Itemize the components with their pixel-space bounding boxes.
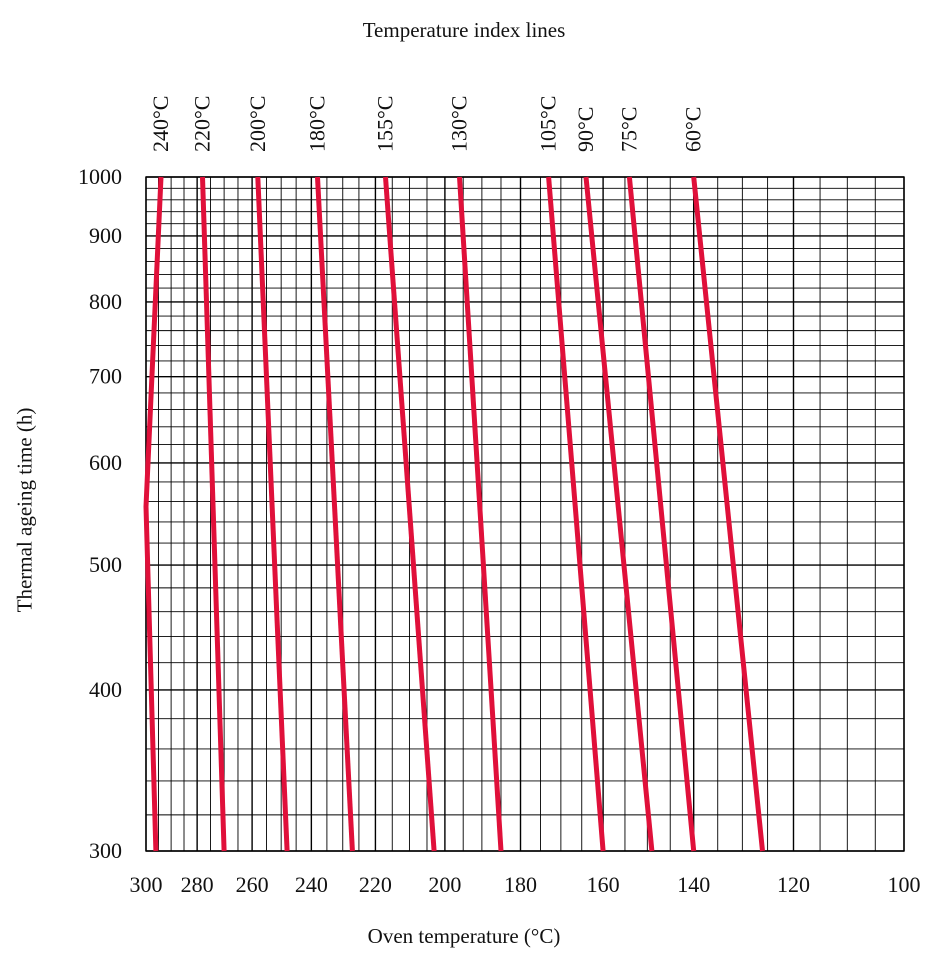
index-line [457, 176, 504, 852]
index-lines [143, 176, 765, 852]
series-label: 90°C [573, 107, 598, 152]
series-labels: 240°C 220°C 200°C 180°C 155°C 130°C 105°C 90°C 7… [148, 96, 706, 152]
y-tick-labels: 300 400 500 600 700 800 900 1000 [78, 164, 122, 863]
series-label: 105°C [536, 96, 561, 152]
y-tick-label: 1000 [78, 164, 122, 189]
index-line [255, 176, 290, 852]
x-tick-label: 260 [236, 872, 269, 897]
series-label: 60°C [681, 107, 706, 152]
y-tick-label: 600 [89, 450, 122, 475]
x-tick-label: 140 [677, 872, 710, 897]
series-label: 130°C [447, 96, 472, 152]
series-label: 155°C [372, 96, 397, 152]
y-tick-label: 300 [89, 838, 122, 863]
chart-title: Temperature index lines [362, 18, 566, 42]
index-line [143, 176, 164, 852]
x-tick-label: 240 [295, 872, 328, 897]
series-label: 200°C [245, 96, 270, 152]
series-label: 180°C [305, 96, 330, 152]
series-label: 75°C [616, 107, 641, 152]
index-line [583, 176, 655, 852]
index-line [626, 176, 697, 852]
x-tick-label: 280 [181, 872, 214, 897]
y-tick-label: 700 [89, 364, 122, 389]
x-tick-label: 200 [428, 872, 461, 897]
series-label: 220°C [189, 96, 214, 152]
index-line [691, 176, 765, 852]
index-line [315, 176, 355, 852]
y-tick-label: 800 [89, 289, 122, 314]
series-label: 240°C [148, 96, 173, 152]
y-tick-label: 900 [89, 223, 122, 248]
index-line [383, 176, 437, 852]
x-tick-label: 180 [504, 872, 537, 897]
x-tick-label: 300 [130, 872, 163, 897]
x-axis-label: Oven temperature (°C) [367, 924, 561, 948]
index-line [546, 176, 606, 852]
x-tick-label: 220 [359, 872, 392, 897]
x-tick-label: 160 [587, 872, 620, 897]
x-tick-label: 100 [888, 872, 921, 897]
y-tick-label: 500 [89, 552, 122, 577]
x-tick-label: 120 [777, 872, 810, 897]
x-tick-labels: 300 280 260 240 220 200 180 160 140 120 100 [130, 872, 921, 897]
y-tick-label: 400 [89, 677, 122, 702]
index-line [200, 176, 227, 852]
